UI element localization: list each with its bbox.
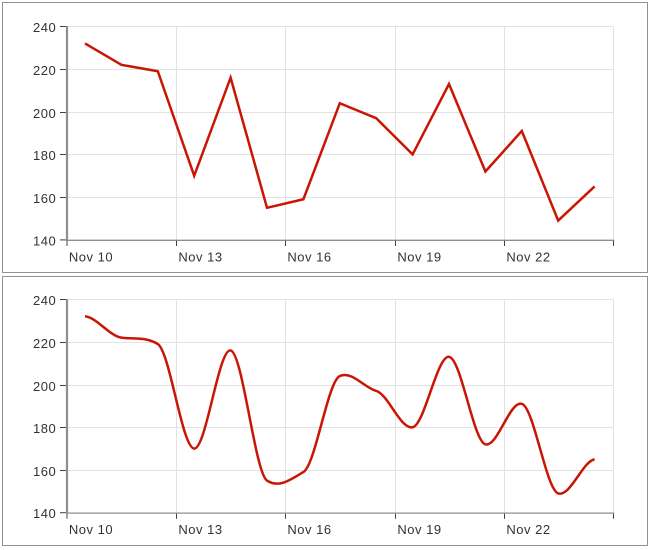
svg-text:Nov 13: Nov 13 [178,249,222,264]
svg-text:160: 160 [33,191,56,206]
svg-text:180: 180 [33,148,56,163]
svg-text:Nov 19: Nov 19 [397,249,441,264]
svg-text:Nov 19: Nov 19 [397,522,441,537]
svg-text:240: 240 [33,293,56,308]
svg-text:200: 200 [33,379,56,394]
svg-text:Nov 22: Nov 22 [506,249,550,264]
svg-text:Nov 10: Nov 10 [69,522,113,537]
svg-text:Nov 10: Nov 10 [69,249,113,264]
svg-text:200: 200 [33,106,56,121]
svg-text:160: 160 [33,464,56,479]
svg-text:140: 140 [33,233,56,248]
svg-text:220: 220 [33,63,56,78]
svg-text:Nov 13: Nov 13 [178,522,222,537]
svg-text:180: 180 [33,421,56,436]
svg-text:Nov 22: Nov 22 [506,522,550,537]
svg-text:220: 220 [33,336,56,351]
svg-text:240: 240 [33,20,56,35]
svg-text:140: 140 [33,506,56,521]
svg-text:Nov 16: Nov 16 [287,249,331,264]
svg-text:Nov 16: Nov 16 [287,522,331,537]
